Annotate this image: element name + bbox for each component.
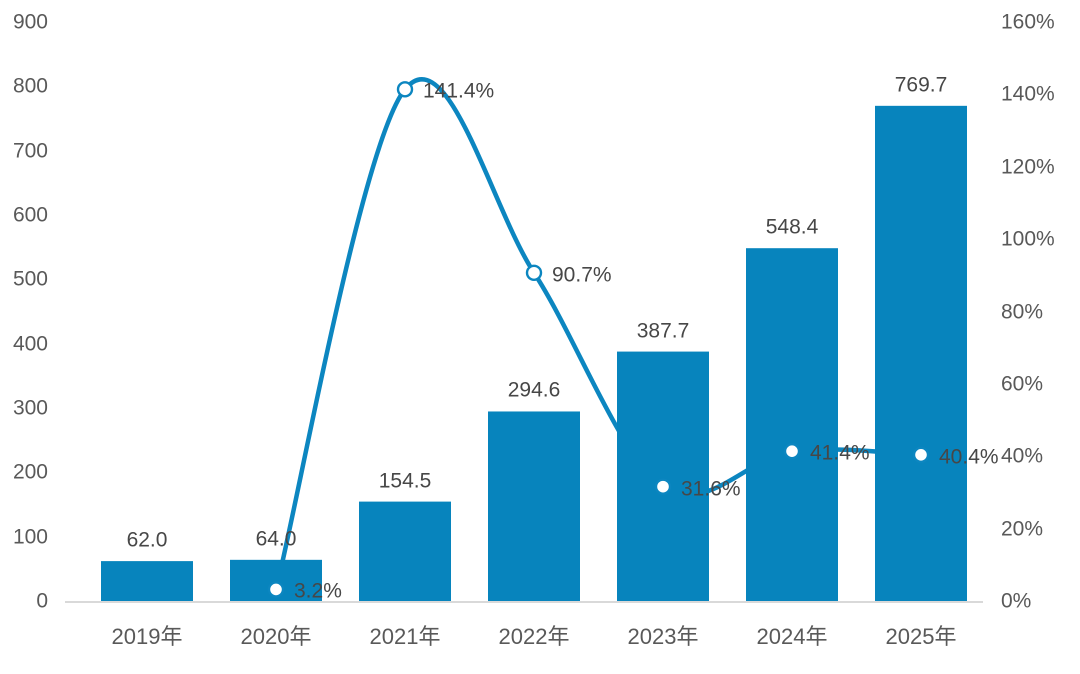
category-label: 2020年	[240, 624, 312, 649]
right-axis-tick: 20%	[1001, 517, 1044, 541]
bar-value-label: 548.4	[765, 215, 819, 239]
bar	[359, 501, 451, 601]
category-label: 2019年	[111, 624, 183, 649]
left-axis-tick: 100	[12, 525, 48, 549]
line-marker	[654, 478, 672, 495]
category-label: 2025年	[885, 624, 957, 649]
category-label: 2021年	[369, 624, 441, 649]
right-axis-tick: 60%	[1001, 372, 1044, 396]
right-axis-tick: 120%	[1001, 155, 1055, 179]
bar	[101, 561, 193, 601]
line-value-label: 3.2%	[294, 579, 342, 603]
bar	[746, 248, 838, 602]
left-axis-tick: 300	[12, 396, 48, 420]
line-marker	[912, 446, 930, 464]
bar-layer	[101, 105, 967, 602]
bar-value-label: 64.0	[255, 527, 297, 551]
bar-value-label: 154.5	[378, 469, 432, 493]
bar	[875, 105, 967, 602]
line-marker	[267, 581, 285, 598]
left-axis-tick: 800	[12, 74, 48, 98]
line-value-label: 90.7%	[552, 263, 612, 287]
bar-value-label: 769.7	[894, 73, 948, 97]
right-axis-tick: 0%	[1001, 589, 1032, 613]
left-axis-tick: 200	[12, 460, 48, 484]
line-value-label: 31.6%	[681, 477, 741, 501]
bar-value-label: 387.7	[636, 319, 690, 343]
line-marker	[396, 81, 414, 98]
bar	[617, 351, 709, 601]
left-axis-tick: 500	[12, 267, 48, 291]
bar	[488, 411, 580, 601]
right-axis-tick: 80%	[1001, 300, 1044, 323]
left-axis-tick: 0	[36, 589, 48, 613]
left-axis-tick: 600	[12, 203, 48, 227]
line-value-label: 41.4%	[810, 441, 870, 465]
right-axis-tick: 160%	[1001, 10, 1055, 34]
line-marker	[783, 442, 801, 460]
line-marker	[525, 264, 543, 281]
right-axis-tick: 40%	[1001, 444, 1044, 468]
category-label: 2022年	[498, 624, 570, 649]
left-axis-tick: 700	[12, 139, 48, 163]
left-axis-tick: 400	[12, 332, 48, 356]
left-axis-tick: 900	[12, 10, 48, 34]
right-axis-tick: 140%	[1001, 82, 1055, 106]
category-label: 2024年	[756, 624, 828, 649]
right-axis-tick: 100%	[1001, 227, 1055, 251]
line-value-label: 40.4%	[939, 445, 999, 469]
bar-value-label: 62.0	[126, 528, 168, 552]
line-value-label: 141.4%	[423, 79, 495, 103]
line-marker-layer	[267, 81, 930, 598]
category-label: 2023年	[627, 624, 699, 649]
bar-value-label: 294.6	[507, 378, 561, 402]
